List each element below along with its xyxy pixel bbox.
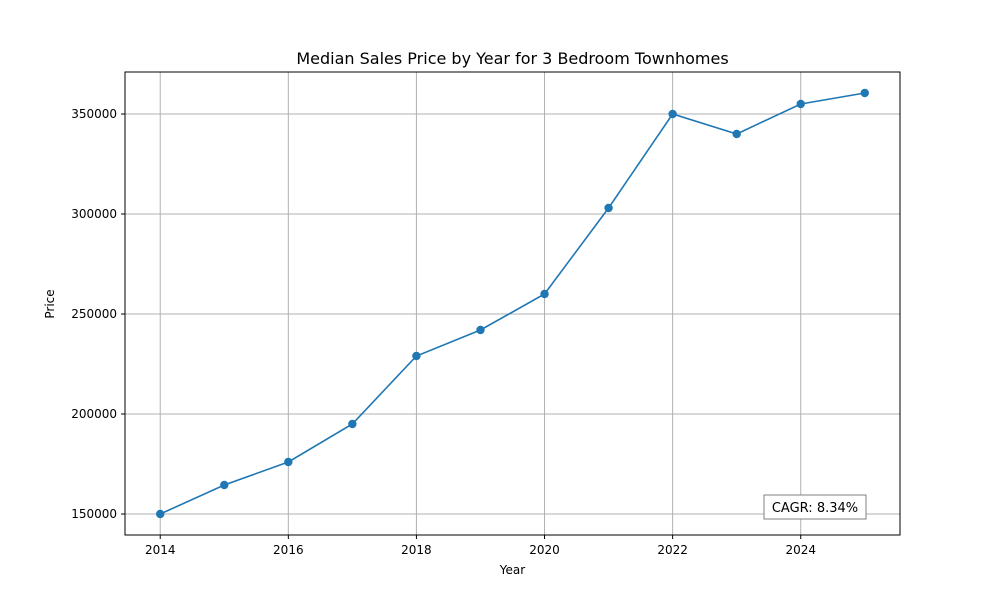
data-point: [668, 109, 677, 119]
y-tick-label: 350000: [71, 107, 117, 121]
x-tick-label: 2022: [657, 543, 688, 557]
plot-frame: [124, 71, 901, 536]
data-point: [732, 129, 741, 139]
data-point: [540, 289, 549, 299]
x-tick-label: 2020: [529, 543, 560, 557]
y-tick-label: 300000: [71, 207, 117, 221]
y-tick-label: 200000: [71, 407, 117, 421]
data-point: [348, 419, 357, 429]
data-point: [796, 99, 805, 109]
x-tick-label: 2024: [785, 543, 816, 557]
chart-title: Median Sales Price by Year for 3 Bedroom…: [296, 49, 728, 68]
x-axis-ticks: 2014 2016 2018 2020 2022 2024: [145, 535, 816, 557]
cagr-annotation: CAGR: 8.34%: [763, 494, 867, 520]
x-tick-label: 2014: [145, 543, 176, 557]
x-axis-label: Year: [499, 563, 525, 577]
y-axis-ticks: 150000 200000 250000 300000 350000: [71, 107, 125, 521]
annotation-text: CAGR: 8.34%: [772, 501, 858, 516]
series-line-group: [156, 88, 869, 519]
y-axis-label: Price: [43, 289, 57, 318]
annotation-box: [763, 494, 867, 520]
data-point: [476, 325, 485, 335]
data-point: [604, 203, 613, 213]
y-tick-label: 250000: [71, 307, 117, 321]
data-point: [860, 88, 869, 98]
data-point: [220, 480, 229, 490]
series-line: [159, 92, 865, 515]
x-tick-label: 2018: [401, 543, 432, 557]
data-point: [156, 509, 165, 519]
y-tick-label: 150000: [71, 507, 117, 521]
data-point: [284, 457, 293, 467]
data-point: [412, 351, 421, 361]
x-tick-label: 2016: [273, 543, 304, 557]
